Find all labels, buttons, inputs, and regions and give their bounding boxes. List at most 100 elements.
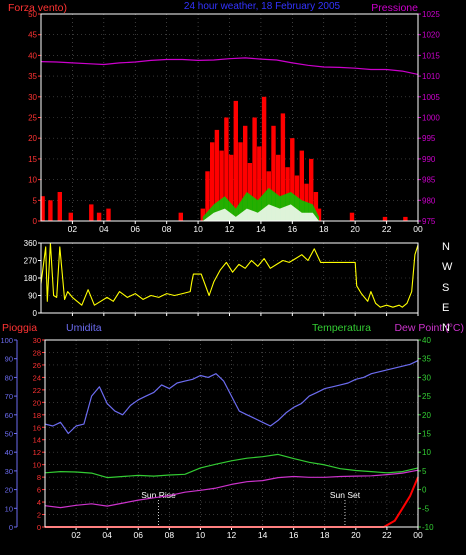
rain-y-tick-label: 6 xyxy=(37,486,41,495)
average-area xyxy=(202,204,319,221)
wind-speed-bar xyxy=(313,192,319,221)
top-x-tick-label: 20 xyxy=(350,224,360,234)
wind-speed-bar xyxy=(280,113,286,221)
mid-y-tick-label: 0 xyxy=(33,309,38,318)
compass-letter-e: E xyxy=(442,302,449,314)
rain-y-tick-label: 30 xyxy=(33,336,41,345)
wind-speed-bar xyxy=(89,204,94,221)
wind-speed-bar xyxy=(205,171,210,221)
wind-speed-bar xyxy=(219,150,224,221)
top-x-tick-label: 06 xyxy=(131,224,141,234)
bottom-label-rain: Pioggia xyxy=(2,322,37,334)
top-right-y-tick-label: 985 xyxy=(422,176,436,185)
humidity-y-tick-label: 60 xyxy=(5,411,13,420)
wind-speed-bar xyxy=(247,163,253,221)
wind-speed-bar xyxy=(309,158,314,221)
bottom-label-dewpoint: Dew Point (°C) xyxy=(394,322,464,334)
wind-speed-bar xyxy=(261,96,267,221)
top-right-y-tick-label: 1015 xyxy=(422,51,440,60)
bottom-x-tick-label: 18 xyxy=(320,530,330,540)
rain-y-tick-label: 12 xyxy=(33,448,41,457)
wind-speed-bar xyxy=(238,142,243,221)
bottom-label-temperature: Temperatura xyxy=(312,322,371,334)
wind-speed-bar xyxy=(382,216,388,221)
sun-marker-label: Sun Rise xyxy=(141,490,176,500)
top-panel-frame xyxy=(40,13,419,222)
compass-letter-s: S xyxy=(442,282,449,294)
mid-y-tick-label: 360 xyxy=(24,239,38,248)
rain-y-tick-label: 14 xyxy=(33,436,41,445)
wind-speed-bar xyxy=(299,150,304,221)
bottom-x-tick-label: 20 xyxy=(351,530,361,540)
wind-speed-bar xyxy=(228,154,234,221)
temperature-line xyxy=(44,453,419,479)
rain-y-tick-label: 22 xyxy=(33,386,41,395)
humidity-y-tick-label: 20 xyxy=(5,486,13,495)
top-left-y-tick-label: 20 xyxy=(28,134,37,143)
mid-panel: 0 90 180 270 360 xyxy=(24,239,419,318)
wind-speed-bar xyxy=(271,125,276,221)
top-left-y-tick-label: 45 xyxy=(28,31,37,40)
top-left-y-tick-label: 15 xyxy=(28,155,37,164)
humidity-y-tick-label: 100 xyxy=(0,336,13,345)
humidity-y-tick-label: 70 xyxy=(5,392,13,401)
humidity-y-tick-label: 0 xyxy=(9,523,13,532)
top-panel: 0510152025303540455097598098599099510001… xyxy=(28,10,440,234)
top-left-y-tick-label: 10 xyxy=(28,176,37,185)
top-x-tick-label: 14 xyxy=(256,224,266,234)
top-right-y-tick-label: 1020 xyxy=(422,31,440,40)
top-right-y-tick-label: 995 xyxy=(422,134,436,143)
rain-y-tick-label: 10 xyxy=(33,461,41,470)
bottom-label-humidity: Umidita xyxy=(66,322,102,334)
bottom-x-tick-label: 06 xyxy=(134,530,144,540)
pressure-line xyxy=(40,57,419,75)
top-right-label: Pressione xyxy=(371,2,418,14)
top-right-y-tick-label: 980 xyxy=(422,196,436,205)
top-title: 24 hour weather, 18 February 2005 xyxy=(184,1,341,12)
humidity-y-tick-label: 10 xyxy=(5,504,13,513)
top-x-tick-label: 04 xyxy=(99,224,109,234)
temp-y-tick-label: 35 xyxy=(422,355,431,364)
top-left-y-tick-label: 25 xyxy=(28,114,37,123)
wind-speed-bar xyxy=(68,212,73,221)
rain-y-tick-label: 0 xyxy=(37,523,41,532)
humidity-line xyxy=(44,360,419,435)
compass-letter-n-bottom: N xyxy=(442,322,450,334)
humidity-y-tick-label: 30 xyxy=(5,467,13,476)
wind-speed-bar xyxy=(252,117,257,221)
top-right-y-tick-label: 1025 xyxy=(422,10,440,19)
wind-direction-line xyxy=(40,242,419,308)
wind-speed-bar xyxy=(214,129,220,221)
wind-speed-bar xyxy=(349,212,355,221)
bottom-x-tick-label: 14 xyxy=(258,530,268,540)
top-x-tick-label: 12 xyxy=(225,224,235,234)
mid-panel-frame xyxy=(40,242,419,314)
temp-y-tick-label: 5 xyxy=(422,467,427,476)
wind-speed-bar xyxy=(48,200,53,221)
humidity-y-tick-label: 90 xyxy=(5,355,13,364)
wind-speed-bar xyxy=(243,125,248,221)
top-x-tick-label: 18 xyxy=(319,224,329,234)
top-left-y-tick-label: 40 xyxy=(28,51,37,60)
bottom-x-tick-label: 08 xyxy=(165,530,175,540)
wind-speed-bar xyxy=(257,146,262,221)
temp-y-tick-label: 10 xyxy=(422,448,431,457)
humidity-y-tick-label: 40 xyxy=(5,448,13,457)
wind-speed-bar xyxy=(40,196,45,221)
top-left-y-tick-label: 5 xyxy=(33,196,38,205)
bottom-x-tick-label: 16 xyxy=(289,530,299,540)
wind-speed-bar xyxy=(276,154,281,221)
top-x-tick-label: 16 xyxy=(288,224,298,234)
mid-y-tick-label: 270 xyxy=(24,257,38,266)
temp-y-tick-label: 40 xyxy=(422,336,431,345)
bottom-x-tick-label: 04 xyxy=(102,530,112,540)
compass-letter-n-top: N xyxy=(442,241,450,253)
wind-speed-bar xyxy=(403,216,408,221)
top-left-y-tick-label: 30 xyxy=(28,93,37,102)
temp-y-tick-label: 20 xyxy=(422,411,431,420)
top-x-tick-label: 10 xyxy=(193,224,203,234)
humidity-y-tick-label: 50 xyxy=(5,430,13,439)
wind-speed-bar xyxy=(57,192,62,221)
bottom-panel-frame xyxy=(44,339,419,528)
